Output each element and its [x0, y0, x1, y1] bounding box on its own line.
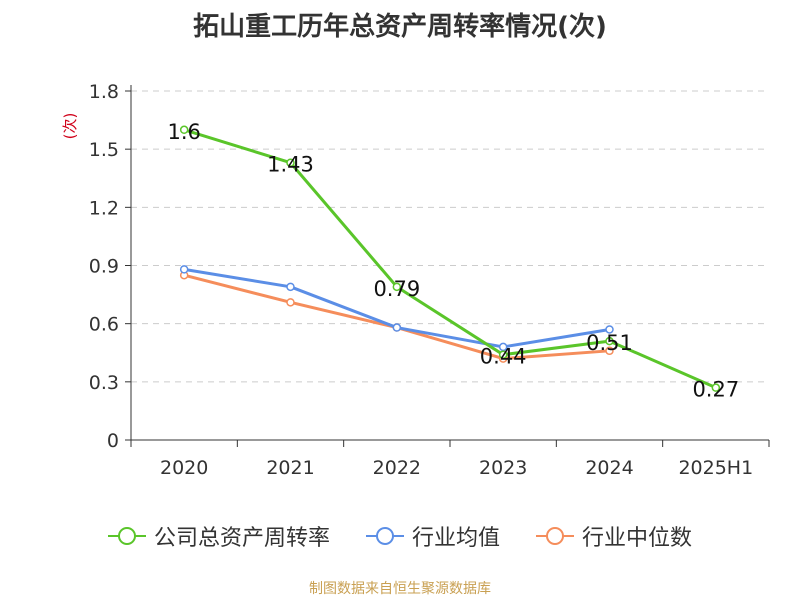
y-tick-label: 0.3 — [89, 372, 119, 394]
legend-label: 行业中位数 — [582, 526, 693, 551]
y-tick-label: 1.8 — [89, 81, 119, 103]
x-tick-label: 2020 — [160, 457, 208, 479]
legend: 公司总资产周转率 行业均值 行业中位数 — [0, 518, 800, 554]
legend-swatch-marker — [546, 527, 564, 545]
y-tick-label: 1.5 — [89, 139, 119, 161]
y-tick-label: 0.9 — [89, 256, 119, 278]
series-line — [183, 128, 717, 390]
x-tick-label: 2023 — [479, 457, 527, 479]
data-point — [179, 125, 189, 135]
legend-item: 行业均值 — [365, 520, 500, 552]
legend-swatch-marker — [375, 527, 394, 545]
data-point — [498, 342, 508, 352]
y-axis-label: (次) — [61, 113, 79, 140]
grid-lines — [131, 90, 769, 383]
y-tick-label: 1.2 — [89, 197, 119, 219]
legend-label: 公司总资产周转率 — [153, 526, 330, 551]
data-point — [605, 336, 614, 346]
data-label: 0.27 — [692, 378, 739, 402]
legend-swatch-marker — [117, 527, 136, 545]
data-point — [711, 383, 721, 392]
data-point — [392, 323, 402, 332]
legend-item: 公司总资产周转率 — [107, 520, 330, 552]
y-tick-label: 0 — [107, 430, 119, 452]
data-label: 1.43 — [267, 153, 314, 177]
legend-swatch — [107, 527, 146, 545]
data-point — [605, 325, 614, 334]
data-point — [605, 346, 614, 356]
data-label: 1.6 — [167, 120, 200, 144]
x-tick-label: 2022 — [373, 457, 421, 479]
x-tick-label: 2024 — [585, 457, 633, 479]
legend-swatch — [536, 527, 574, 545]
data-point — [179, 265, 189, 274]
axes: 0 0.3 0.6 0.9 1.2 1.5 1.8 (次) 2020 2021 2022 2023 20… — [61, 81, 770, 479]
data-labels: 1.6 1.43 0.79 0.44 0.51 0.27 — [167, 120, 739, 402]
x-tick-label: 2025H1 — [678, 457, 753, 479]
chart-title: 拓山重工历年总资产周转率情况(次) — [193, 12, 607, 42]
data-label: 0.44 — [480, 345, 527, 369]
source-note: 制图数据来自恒生聚源数据库 — [309, 581, 491, 597]
series-layer — [179, 125, 721, 392]
data-label: 0.51 — [586, 331, 633, 355]
legend-label: 行业均值 — [411, 526, 500, 551]
data-point — [286, 298, 295, 307]
data-point — [286, 282, 295, 292]
data-label: 0.79 — [373, 277, 420, 301]
x-tick-label: 2021 — [266, 457, 314, 479]
data-point — [392, 282, 402, 292]
data-point — [498, 350, 508, 359]
legend-item: 行业中位数 — [536, 520, 692, 552]
data-point — [286, 158, 295, 167]
y-tick-label: 0.6 — [89, 314, 119, 336]
legend-swatch — [365, 527, 404, 545]
